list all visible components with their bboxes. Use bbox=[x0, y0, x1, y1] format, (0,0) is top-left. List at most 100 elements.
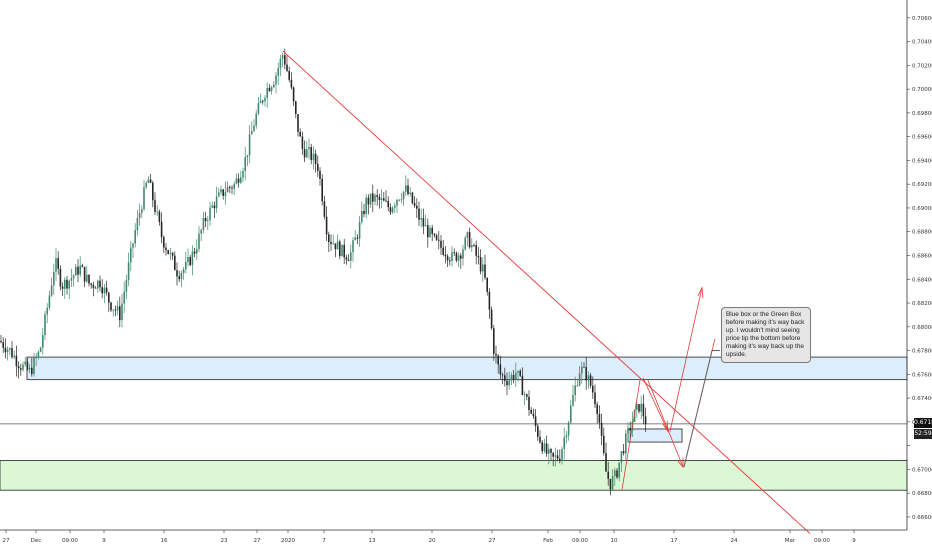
candle-body bbox=[592, 385, 594, 393]
callout-pointer bbox=[683, 350, 720, 468]
candle-body bbox=[35, 357, 37, 359]
candle-body bbox=[86, 274, 88, 282]
x-tick-label: 20 bbox=[429, 538, 436, 544]
candle-body bbox=[275, 75, 277, 85]
candle-body bbox=[486, 277, 488, 292]
candle-body bbox=[640, 403, 642, 412]
candle-body bbox=[543, 443, 546, 452]
candle-body bbox=[325, 216, 328, 235]
candle-body bbox=[253, 125, 255, 132]
annotation-callout[interactable]: Blue box or the Green Box before making … bbox=[721, 307, 811, 363]
candle-body bbox=[37, 351, 40, 358]
candle-body bbox=[528, 396, 530, 411]
candle-body bbox=[576, 385, 579, 387]
candle-body bbox=[341, 244, 343, 257]
candle-body bbox=[563, 437, 565, 449]
candle-body bbox=[242, 171, 244, 178]
candle-body bbox=[581, 366, 583, 374]
candle-body bbox=[556, 455, 559, 459]
candle-body bbox=[64, 279, 66, 289]
candle-body bbox=[453, 252, 455, 253]
candle-body bbox=[94, 287, 97, 289]
x-tick-label: 16 bbox=[161, 538, 168, 544]
candle-body bbox=[515, 372, 517, 380]
x-axis[interactable]: 27 Dec 09:00 9 16 23 27 2020 7 13 20 27 Feb 09:00 10 17… bbox=[0, 529, 907, 544]
candle-body bbox=[255, 113, 257, 126]
candle-body bbox=[391, 207, 394, 213]
candle-body bbox=[152, 182, 154, 201]
projection-up-arrow-1 bbox=[669, 287, 703, 432]
candle-body bbox=[471, 245, 473, 248]
candle-body bbox=[600, 422, 603, 436]
candle-body bbox=[462, 249, 464, 259]
candle-body bbox=[541, 442, 543, 452]
x-tick-label: 9 bbox=[102, 538, 106, 544]
candle-body bbox=[211, 205, 213, 208]
candle-body bbox=[622, 451, 625, 454]
candle-body bbox=[59, 268, 62, 287]
candle-body bbox=[433, 233, 436, 236]
candle-body bbox=[385, 200, 387, 202]
candle-body bbox=[169, 252, 172, 254]
candle-body bbox=[587, 375, 590, 381]
projection-up-line bbox=[621, 380, 641, 490]
candle-body bbox=[488, 291, 491, 310]
candle-body bbox=[380, 198, 383, 200]
candle-body bbox=[235, 178, 238, 184]
candle-body bbox=[266, 87, 268, 98]
candle-body bbox=[616, 470, 618, 478]
projection-down-arrow-2 bbox=[647, 380, 684, 468]
x-tick-label: 10 bbox=[611, 538, 618, 544]
candle-body bbox=[510, 374, 513, 381]
candle-body bbox=[537, 425, 539, 437]
candle-body bbox=[548, 449, 550, 454]
candle-body bbox=[259, 100, 262, 104]
candle-body bbox=[567, 422, 570, 436]
candle-body bbox=[288, 71, 290, 80]
candle-body bbox=[174, 255, 176, 271]
candle-body bbox=[178, 276, 180, 280]
candle-body bbox=[68, 280, 70, 289]
candle-body bbox=[369, 193, 372, 205]
candle-body bbox=[303, 148, 306, 158]
candle-body bbox=[44, 314, 46, 336]
candle-body bbox=[176, 270, 178, 277]
candle-body bbox=[512, 374, 515, 380]
candle-body bbox=[343, 244, 345, 258]
candle-body bbox=[429, 227, 431, 238]
candle-body bbox=[526, 394, 528, 397]
candle-body bbox=[627, 427, 629, 434]
candle-body bbox=[499, 364, 502, 375]
candle-body bbox=[218, 192, 220, 197]
candle-body bbox=[424, 225, 427, 227]
arrowhead-1 bbox=[662, 420, 669, 433]
candle-body bbox=[383, 198, 385, 201]
y-tick-label: 0.66600 bbox=[912, 515, 932, 521]
candle-body bbox=[611, 476, 614, 490]
zones-layer bbox=[0, 356, 908, 491]
candle-body bbox=[103, 287, 106, 294]
candle-body bbox=[361, 210, 363, 223]
candle-body bbox=[435, 235, 438, 240]
candle-body bbox=[222, 189, 224, 196]
candle-body bbox=[61, 286, 64, 289]
candle-body bbox=[504, 375, 506, 381]
candles-layer bbox=[0, 48, 647, 496]
candle-body bbox=[550, 449, 552, 453]
candle-body bbox=[387, 200, 389, 208]
candle-body bbox=[75, 266, 77, 276]
candle-body bbox=[240, 177, 242, 183]
candle-body bbox=[418, 208, 420, 220]
candle-body bbox=[614, 470, 616, 477]
candle-body bbox=[644, 416, 647, 425]
candle-body bbox=[460, 255, 462, 259]
